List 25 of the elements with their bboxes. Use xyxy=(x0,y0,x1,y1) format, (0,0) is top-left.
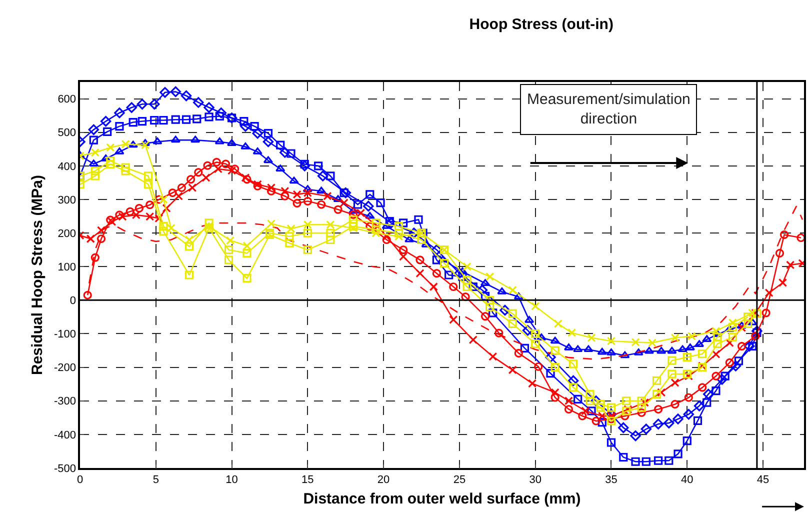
x-tick-label: 5 xyxy=(152,474,159,486)
y-tick-label: -500 xyxy=(54,462,76,475)
x-tick-label: 20 xyxy=(377,474,390,486)
x-tick-label: 35 xyxy=(605,474,618,486)
annotation: Measurement/simulation direction xyxy=(527,91,690,128)
y-tick-label: 200 xyxy=(58,228,76,240)
x-tick-label: 10 xyxy=(226,474,238,486)
y-tick-label: 400 xyxy=(58,160,76,173)
x-axis-title: Distance from outer weld surface (mm) xyxy=(303,490,581,508)
chart-title: Hoop Stress (out-in) xyxy=(469,16,614,34)
x-tick-label: 15 xyxy=(302,474,314,486)
x-tick-label: 25 xyxy=(453,474,466,486)
y-tick-label: -200 xyxy=(54,362,76,374)
y-tick-label: -400 xyxy=(54,429,76,442)
y-tick-label: -300 xyxy=(54,396,76,408)
x-tick-label: 45 xyxy=(756,474,770,486)
y-axis-title: Residual Hoop Stress (MPa) xyxy=(28,174,46,376)
y-tick-label: 100 xyxy=(58,261,76,274)
y-tick-label: -100 xyxy=(54,328,76,341)
x-tick-label: 40 xyxy=(681,474,694,486)
y-tick-label: 0 xyxy=(70,295,76,308)
x-tick-label: 30 xyxy=(529,474,542,486)
y-tick-label: 300 xyxy=(58,194,76,206)
y-tick-label: 500 xyxy=(58,127,76,140)
y-tick-label: 600 xyxy=(58,94,76,106)
